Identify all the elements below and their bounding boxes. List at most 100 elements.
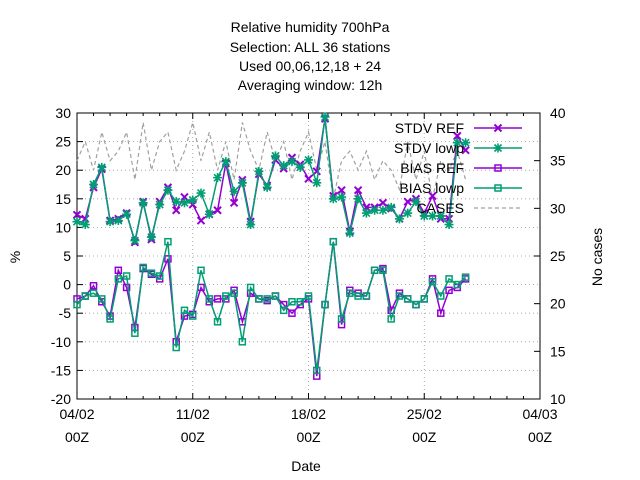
y-tick-label: -10	[51, 334, 71, 350]
data-point	[353, 194, 363, 204]
data-point	[72, 217, 82, 227]
x-tick-label-date: 04/03	[522, 406, 557, 422]
series-line	[76, 241, 467, 371]
data-point	[362, 292, 371, 300]
series-bias-ref	[73, 237, 470, 380]
data-point	[304, 155, 313, 165]
data-point	[437, 292, 445, 300]
x-tick-label-hour: 00Z	[181, 429, 206, 445]
data-point	[138, 198, 148, 208]
y-tick-label: 0	[63, 277, 71, 293]
data-point	[89, 289, 98, 297]
data-point	[213, 173, 223, 183]
data-point	[97, 162, 107, 172]
y-tick-label: 15	[55, 191, 71, 207]
data-point	[411, 197, 421, 207]
data-point	[445, 275, 453, 283]
data-point	[379, 266, 387, 275]
data-point	[304, 174, 313, 183]
y-tick-label: -15	[51, 362, 71, 378]
legend-item: BIAS REF	[400, 160, 522, 176]
data-point	[494, 184, 502, 192]
series-line	[76, 122, 467, 199]
y2-tick-labels: 10 15 20 25 30 35 40	[550, 105, 566, 407]
data-point	[188, 195, 198, 205]
data-point	[72, 210, 82, 220]
data-point	[493, 143, 503, 153]
chart-title: Relative humidity 700hPa Selection: ALL …	[230, 19, 391, 93]
data-point	[131, 329, 139, 337]
data-point	[147, 269, 156, 277]
data-point	[271, 292, 280, 300]
data-point	[353, 186, 363, 195]
x-tick-label-hour: 00Z	[412, 429, 437, 445]
data-point	[354, 292, 362, 300]
legend-item: STDV REF	[395, 120, 522, 136]
data-point	[237, 178, 247, 188]
chart-title-line-2: Selection: ALL 36 stations	[230, 39, 391, 55]
data-point	[172, 343, 180, 352]
legend-label: BIAS REF	[400, 160, 464, 176]
data-point	[428, 211, 438, 221]
data-point	[205, 295, 214, 303]
data-point	[263, 295, 271, 303]
data-point	[204, 209, 214, 219]
data-point	[428, 277, 437, 286]
y2-tick-label: 30	[550, 200, 566, 216]
data-point	[378, 198, 388, 208]
data-point	[428, 191, 437, 201]
data-point	[445, 286, 453, 295]
data-point	[262, 182, 272, 192]
data-point	[403, 197, 412, 206]
data-point	[229, 198, 239, 208]
y-tick-label: 5	[63, 248, 71, 264]
data-point	[213, 318, 222, 326]
x-tick-label-date: 04/02	[59, 406, 94, 422]
y-tick-label: -20	[51, 391, 71, 407]
data-point	[146, 232, 156, 242]
y2-tick-label: 20	[550, 296, 566, 312]
data-point	[155, 200, 165, 210]
legend: STDV REF STDV lowp BIAS REF BIAS lowp CASES	[394, 120, 522, 216]
data-point	[139, 263, 147, 272]
data-point	[197, 266, 205, 275]
chart-title-line-3: Used 00,06,12,18 + 24	[239, 58, 381, 74]
data-point	[370, 266, 379, 275]
tick-marks	[76, 112, 541, 400]
data-point	[321, 300, 329, 309]
data-point	[378, 205, 388, 215]
data-point	[461, 145, 470, 155]
data-point	[164, 255, 172, 263]
legend-label: BIAS lowp	[399, 180, 464, 196]
data-point	[361, 208, 371, 218]
x-tick-label-date: 11/02	[176, 406, 210, 422]
data-point	[213, 206, 222, 215]
data-point	[180, 306, 189, 315]
data-point	[189, 312, 197, 320]
data-point	[196, 216, 206, 225]
chart-title-line-4: Averaging window: 12h	[238, 77, 383, 93]
data-point	[437, 309, 445, 317]
series-line	[76, 241, 467, 377]
data-point	[329, 237, 338, 246]
data-point	[295, 162, 305, 172]
x-tick-labels: 04/02 00Z 11/02 00Z 18/02 00Z 25/02 00Z 04/03 00Z	[59, 406, 557, 445]
data-point	[403, 208, 413, 218]
x-tick-label-hour: 00Z	[528, 429, 553, 445]
x-tick-label-hour: 00Z	[65, 429, 90, 445]
data-point	[436, 211, 446, 221]
data-point	[229, 186, 239, 196]
data-point	[113, 216, 123, 226]
data-point	[387, 315, 395, 323]
data-point	[179, 198, 189, 208]
data-point	[337, 315, 346, 323]
data-point	[222, 292, 230, 300]
y-tick-label: 10	[55, 219, 71, 235]
data-point	[288, 309, 296, 317]
y2-tick-label: 40	[550, 105, 566, 121]
data-point	[320, 112, 330, 122]
data-point	[171, 197, 181, 207]
legend-label: CASES	[417, 200, 464, 216]
series-cases	[76, 122, 467, 199]
